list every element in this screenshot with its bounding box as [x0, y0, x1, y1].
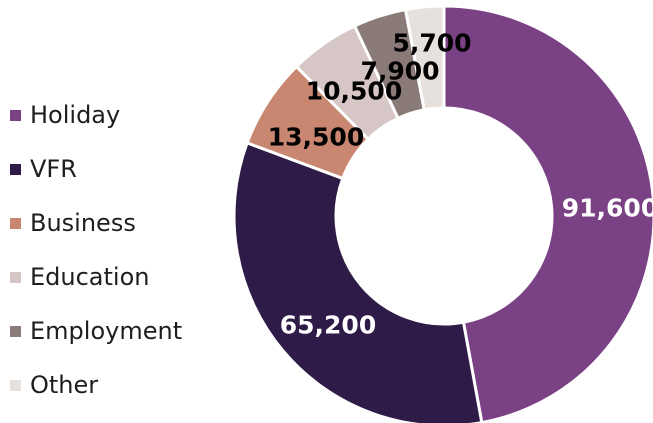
legend-swatch-employment [10, 325, 21, 337]
legend-swatch-other [10, 379, 21, 391]
slice-other [404, 4, 446, 112]
legend-swatch-business [10, 217, 21, 229]
legend-swatch-vfr [10, 163, 21, 175]
legend-label-vfr: VFR [30, 155, 77, 183]
slice-label-other: 5,700 [392, 29, 471, 58]
slice-label-employment: 7,900 [360, 57, 439, 86]
chart-legend: Holiday VFR Business Education Employmen… [10, 88, 240, 412]
slice-holiday [442, 4, 653, 423]
legend-swatch-holiday [10, 109, 21, 121]
legend-label-business: Business [30, 209, 136, 237]
slice-label-vfr: 65,200 [280, 311, 376, 340]
legend-label-education: Education [30, 263, 150, 291]
legend-label-holiday: Holiday [30, 101, 121, 129]
legend-label-other: Other [30, 371, 99, 399]
legend-swatch-education [10, 271, 21, 283]
legend-item-vfr: VFR [10, 142, 240, 196]
slice-label-education: 10,500 [306, 77, 402, 106]
legend-item-other: Other [10, 358, 240, 412]
slice-vfr [232, 141, 484, 423]
legend-item-employment: Employment [10, 304, 240, 358]
legend-label-employment: Employment [30, 317, 183, 345]
legend-item-education: Education [10, 250, 240, 304]
slice-label-holiday: 91,600 [562, 194, 653, 223]
legend-item-holiday: Holiday [10, 88, 240, 142]
slice-label-business: 13,500 [268, 123, 364, 152]
donut-slices [232, 4, 653, 423]
legend-item-business: Business [10, 196, 240, 250]
